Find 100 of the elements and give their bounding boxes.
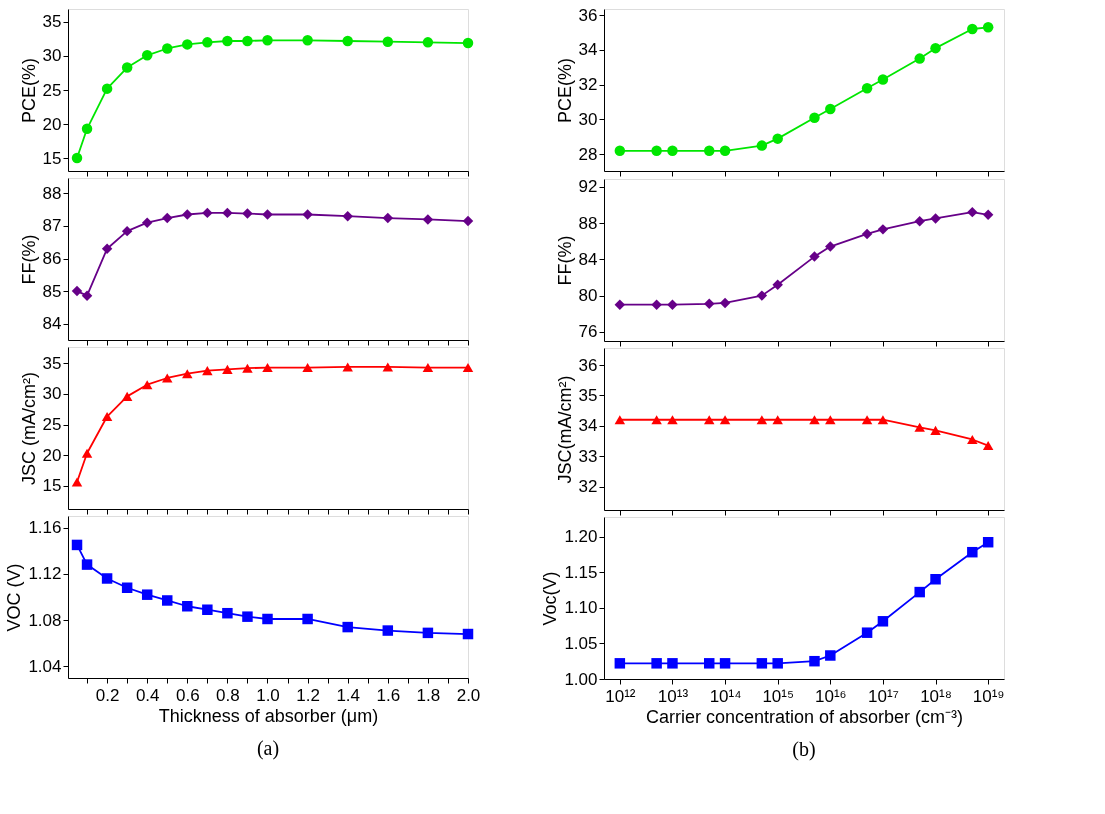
x-tick-label: 0.6: [175, 685, 200, 705]
point: [302, 209, 313, 220]
point: [81, 290, 93, 301]
y-tick-label: 28: [578, 144, 598, 164]
x-tick-label: 10¹⁹: [972, 686, 1005, 706]
y-tick-label: 1.04: [28, 656, 62, 676]
y-tick-label: 1.05: [564, 633, 598, 653]
point: [121, 225, 133, 237]
text: (a): [256, 737, 280, 760]
point: [222, 607, 233, 619]
point: [81, 123, 93, 135]
x-tick-label: 0.2: [95, 685, 120, 705]
x-tick-label: 2.0: [456, 685, 481, 705]
y-tick-label: 1.16: [28, 518, 62, 538]
x-tick-label: 10¹⁵: [762, 686, 794, 706]
x-axis-title: Thickness of absorber (μm): [158, 705, 379, 726]
point: [462, 363, 474, 373]
point: [182, 209, 193, 220]
point: [242, 35, 253, 47]
x-tick-label: 10¹⁶: [815, 686, 847, 706]
y-tick-label: 20: [42, 114, 62, 134]
point: [382, 36, 394, 47]
y-tick-label: 30: [42, 46, 62, 66]
point: [242, 363, 253, 373]
point: [422, 363, 434, 373]
point: [202, 37, 213, 48]
y-tick-label: 1.12: [28, 564, 62, 584]
y-tick-label: 32: [578, 477, 598, 497]
x-tick-label: 10¹²: [605, 686, 636, 706]
y-tick-label: 34: [578, 416, 598, 436]
y-tick-label: 88: [42, 183, 62, 203]
y-tick-label: 33: [578, 446, 598, 466]
point: [422, 37, 434, 48]
text: (b): [792, 738, 816, 761]
y-tick-label: 15: [42, 148, 62, 168]
point: [422, 627, 434, 639]
point: [71, 539, 83, 551]
y-axis-title: JSC (mA/cm²): [18, 372, 39, 485]
point: [71, 152, 83, 164]
point: [302, 363, 313, 373]
point: [342, 210, 353, 222]
point: [141, 380, 153, 390]
point: [342, 362, 353, 372]
y-axis-title: FF(%): [18, 234, 39, 285]
point: [202, 604, 213, 615]
point: [101, 412, 113, 422]
x-tick-label: 10¹⁷: [868, 686, 899, 706]
point: [382, 625, 394, 636]
y-tick-label: 30: [578, 109, 598, 129]
point: [222, 364, 233, 374]
point: [242, 208, 253, 219]
y-tick-label: 1.08: [28, 610, 62, 630]
y-tick-label: 85: [42, 281, 62, 301]
y-tick-label: 84: [42, 314, 62, 334]
y-tick-label: 76: [578, 322, 598, 342]
point: [222, 35, 233, 47]
x-tick-label: 1.6: [376, 685, 401, 705]
point: [162, 43, 173, 54]
y-tick-label: 1.10: [564, 598, 598, 618]
point: [101, 83, 113, 94]
point: [422, 214, 434, 225]
point: [121, 582, 133, 593]
y-axis-title: PCE(%): [554, 57, 575, 124]
point: [262, 35, 273, 46]
y-tick-label: 25: [42, 80, 62, 100]
x-tick-label: 10¹⁸: [920, 686, 952, 706]
y-tick-label: 80: [578, 286, 598, 306]
point: [202, 366, 213, 376]
y-tick-label: 86: [42, 249, 62, 269]
x-axis-title: Carrier concentration of absorber (cm⁻³): [645, 706, 964, 727]
y-tick-label: 35: [578, 385, 598, 405]
point: [342, 35, 353, 47]
y-tick-label: 25: [42, 415, 62, 435]
point: [302, 613, 313, 625]
point: [81, 559, 93, 570]
point: [162, 373, 173, 383]
y-tick-label: 1.00: [564, 669, 598, 689]
y-tick-label: 32: [578, 75, 598, 95]
point: [141, 50, 153, 61]
point: [202, 207, 213, 219]
point: [182, 39, 193, 50]
y-tick-label: 15: [42, 476, 62, 496]
y-tick-label: 84: [578, 249, 598, 269]
y-tick-label: 35: [42, 353, 62, 373]
point: [162, 212, 173, 224]
point: [101, 243, 113, 254]
point: [382, 212, 394, 224]
y-tick-label: 30: [42, 384, 62, 404]
point: [71, 477, 83, 487]
y-axis-title: Voc(V): [540, 571, 561, 626]
point: [141, 217, 153, 228]
y-axis-title: VOC (V): [4, 563, 25, 632]
point: [462, 37, 474, 49]
point: [162, 595, 173, 606]
point: [141, 589, 153, 600]
point: [462, 215, 474, 227]
y-tick-label: 36: [578, 5, 598, 25]
y-tick-label: 88: [578, 213, 598, 233]
y-axis-title: JSC(mA/cm²): [554, 375, 575, 484]
y-tick-label: 34: [578, 40, 598, 60]
